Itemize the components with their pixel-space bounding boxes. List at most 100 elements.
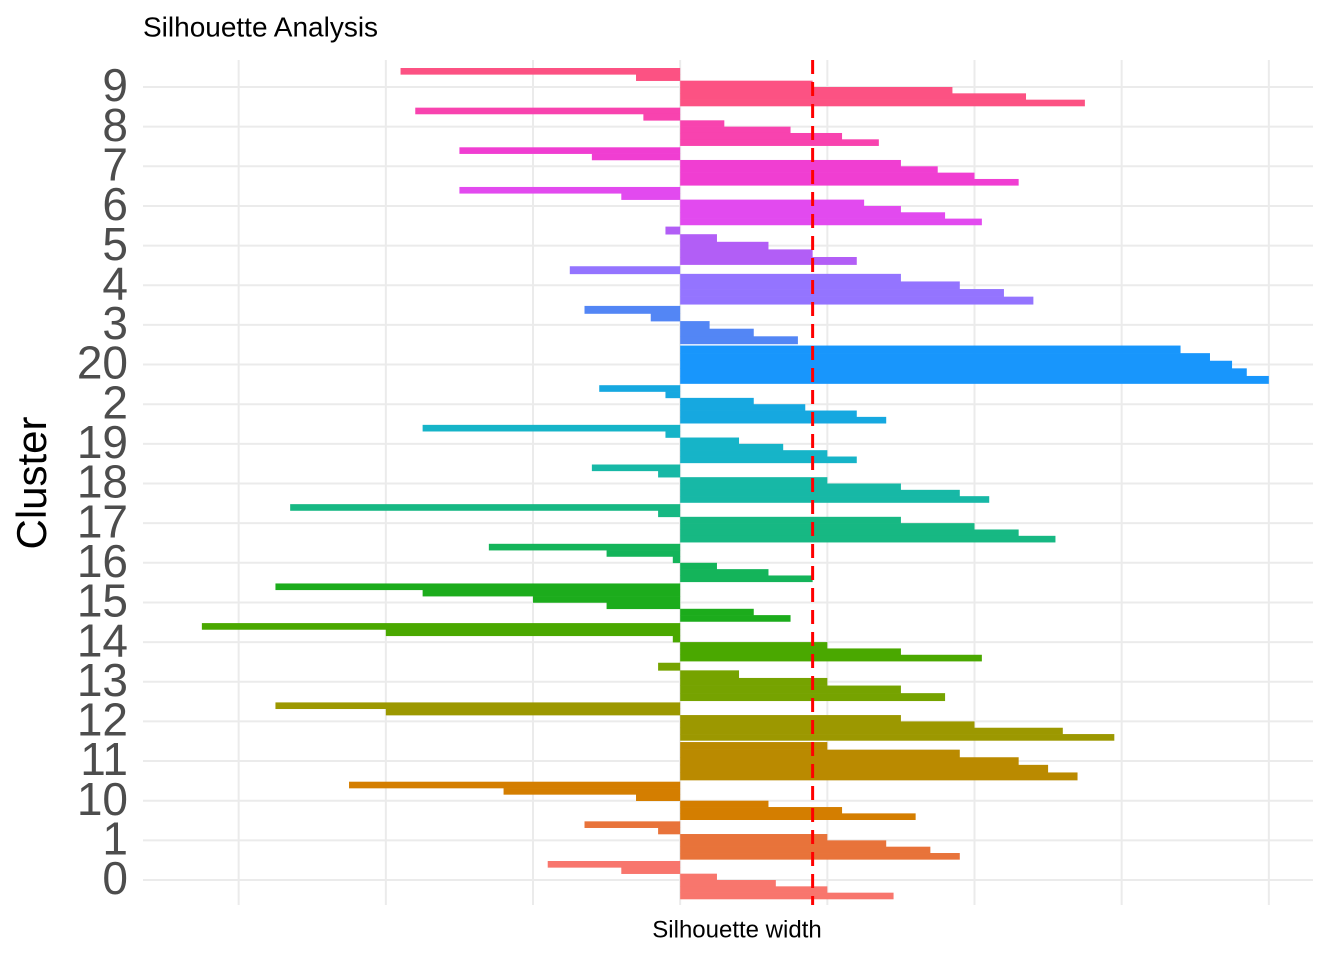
- silhouette-bar: [680, 569, 769, 576]
- silhouette-bar: [680, 516, 901, 524]
- silhouette-bar: [658, 662, 681, 671]
- silhouette-bar: [680, 450, 828, 457]
- silhouette-bar: [680, 483, 901, 491]
- silhouette-bar: [680, 397, 754, 405]
- silhouette-bar: [680, 159, 901, 167]
- silhouette-bar: [488, 543, 681, 551]
- silhouette-bar: [680, 241, 769, 250]
- silhouette-bar: [680, 654, 982, 662]
- silhouette-bar: [680, 166, 938, 173]
- y-tick-label: 14: [77, 614, 128, 666]
- silhouette-bar: [680, 257, 857, 265]
- silhouette-bar: [643, 113, 681, 121]
- y-tick-label: 6: [102, 178, 128, 230]
- silhouette-bar: [680, 273, 901, 282]
- silhouette-bar: [680, 615, 791, 622]
- y-tick-label: 8: [102, 99, 128, 151]
- silhouette-bar: [606, 602, 681, 610]
- silhouette-bar: [680, 281, 960, 290]
- y-tick-label: 5: [102, 218, 128, 270]
- silhouette-bar: [459, 147, 681, 154]
- y-tick-label: 15: [77, 575, 128, 627]
- silhouette-bar: [680, 80, 813, 88]
- silhouette-bar: [680, 437, 740, 445]
- silhouette-bar: [672, 556, 681, 564]
- silhouette-bar: [680, 813, 916, 820]
- silhouette-bar: [680, 249, 813, 258]
- silhouette-bar: [569, 266, 681, 275]
- silhouette-bar: [680, 410, 857, 418]
- silhouette-bar: [665, 431, 681, 438]
- silhouette-bar: [680, 834, 828, 841]
- silhouette-bar: [680, 199, 865, 207]
- y-tick-label: 2: [102, 376, 128, 428]
- silhouette-bar: [680, 535, 1056, 543]
- silhouette-bar: [680, 715, 901, 722]
- silhouette-bar: [680, 873, 717, 881]
- silhouette-bar: [680, 840, 887, 847]
- silhouette-bar: [680, 523, 975, 530]
- silhouette-bar: [290, 504, 681, 511]
- silhouette-bar: [680, 742, 828, 750]
- y-tick-label: 20: [77, 337, 128, 389]
- silhouette-bar: [680, 126, 791, 134]
- y-axis-label: Cluster: [8, 416, 55, 549]
- silhouette-bar: [680, 562, 717, 570]
- silhouette-bar: [680, 120, 725, 127]
- y-tick-label: 11: [80, 733, 128, 785]
- silhouette-bar: [680, 721, 975, 729]
- silhouette-bar: [680, 368, 1247, 377]
- y-tick-label: 13: [77, 654, 128, 706]
- silhouette-bar: [680, 289, 1004, 297]
- silhouette-bar: [680, 880, 776, 887]
- silhouette-bar: [385, 708, 681, 716]
- silhouette-bar: [349, 781, 681, 789]
- silhouette-bar: [680, 443, 784, 451]
- y-tick-label: 12: [77, 694, 128, 746]
- silhouette-bar: [400, 68, 681, 75]
- silhouette-bar: [621, 867, 681, 874]
- silhouette-bar: [650, 313, 681, 322]
- silhouette-bar: [680, 892, 894, 900]
- chart-title: Silhouette Analysis: [143, 11, 378, 42]
- silhouette-bar: [680, 670, 740, 679]
- silhouette-bar: [275, 702, 681, 710]
- silhouette-bar: [680, 846, 931, 854]
- silhouette-bar: [665, 391, 681, 399]
- silhouette-bar: [680, 496, 990, 503]
- silhouette-bar: [606, 550, 681, 557]
- silhouette-bar: [658, 470, 681, 478]
- silhouette-bar: [680, 345, 1181, 354]
- silhouette-bar: [636, 794, 681, 801]
- silhouette-bar: [503, 788, 681, 795]
- silhouette-bar: [680, 677, 828, 686]
- y-tick-label: 9: [102, 59, 128, 111]
- silhouette-bar: [621, 193, 681, 200]
- silhouette-bar: [680, 178, 1019, 186]
- silhouette-bar: [680, 416, 887, 424]
- silhouette-bar: [680, 93, 1027, 100]
- silhouette-bar: [680, 375, 1269, 384]
- silhouette-bar: [680, 218, 982, 226]
- y-tick-label: 7: [102, 138, 128, 190]
- silhouette-bar: [385, 629, 681, 637]
- silhouette-bar: [680, 477, 828, 484]
- silhouette-bar: [680, 757, 1019, 766]
- silhouette-bar: [680, 456, 857, 464]
- y-tick-label: 10: [77, 773, 128, 825]
- silhouette-bar: [459, 186, 681, 194]
- silhouette-bar: [680, 353, 1210, 362]
- silhouette-bar: [680, 529, 1019, 537]
- silhouette-bar: [680, 404, 806, 411]
- silhouette-bar: [680, 205, 901, 213]
- y-tick-label: 18: [77, 456, 128, 508]
- silhouette-bar: [658, 827, 681, 835]
- silhouette-bar: [584, 821, 681, 828]
- silhouette-bar: [422, 424, 681, 432]
- silhouette-bar: [680, 648, 901, 656]
- silhouette-bar: [672, 635, 681, 643]
- silhouette-bar: [584, 305, 681, 314]
- silhouette-bar: [201, 623, 681, 630]
- silhouette-bar: [680, 734, 1115, 741]
